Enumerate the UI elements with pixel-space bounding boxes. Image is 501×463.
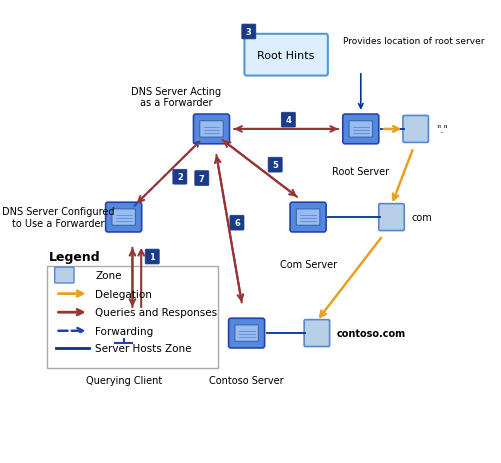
Text: 7: 7 (199, 174, 205, 183)
Text: Delegation: Delegation (95, 289, 152, 299)
Text: ".": "." (436, 125, 448, 135)
Text: Com Server: Com Server (280, 259, 337, 269)
FancyBboxPatch shape (153, 279, 167, 294)
Text: 3: 3 (246, 28, 252, 37)
FancyBboxPatch shape (145, 250, 159, 264)
Text: 1: 1 (149, 252, 155, 262)
Text: Queries and Responses: Queries and Responses (95, 307, 217, 318)
Text: 5: 5 (272, 161, 278, 170)
FancyBboxPatch shape (230, 216, 244, 231)
Text: DNS Server Configured
to Use a Forwarder: DNS Server Configured to Use a Forwarder (2, 207, 114, 228)
FancyBboxPatch shape (200, 121, 223, 138)
FancyBboxPatch shape (403, 116, 428, 143)
FancyBboxPatch shape (304, 320, 330, 347)
FancyBboxPatch shape (268, 158, 282, 173)
FancyBboxPatch shape (281, 113, 296, 128)
FancyBboxPatch shape (195, 171, 209, 186)
Text: 8: 8 (158, 282, 163, 291)
FancyBboxPatch shape (290, 203, 326, 232)
FancyBboxPatch shape (193, 115, 229, 144)
FancyBboxPatch shape (235, 325, 259, 342)
Text: com: com (412, 213, 432, 223)
FancyBboxPatch shape (55, 268, 74, 283)
FancyBboxPatch shape (104, 314, 143, 341)
FancyBboxPatch shape (111, 319, 137, 335)
FancyBboxPatch shape (349, 121, 373, 138)
FancyBboxPatch shape (228, 319, 265, 348)
FancyBboxPatch shape (244, 35, 328, 76)
FancyBboxPatch shape (112, 209, 135, 226)
Text: DNS Server Acting
as a Forwarder: DNS Server Acting as a Forwarder (131, 87, 221, 108)
Text: Contoso Server: Contoso Server (209, 375, 284, 385)
FancyBboxPatch shape (173, 170, 187, 185)
Text: 4: 4 (286, 116, 291, 125)
Text: Legend: Legend (49, 250, 101, 263)
Text: 6: 6 (234, 219, 240, 228)
FancyBboxPatch shape (343, 115, 379, 144)
FancyBboxPatch shape (242, 25, 256, 40)
Text: Zone: Zone (95, 270, 122, 281)
FancyBboxPatch shape (297, 209, 320, 226)
Text: Provides location of root server: Provides location of root server (343, 37, 485, 46)
Text: Root Server: Root Server (332, 167, 389, 177)
Text: 2: 2 (177, 173, 183, 182)
Text: Root Hints: Root Hints (258, 50, 315, 61)
FancyBboxPatch shape (106, 203, 142, 232)
Text: Forwarding: Forwarding (95, 326, 153, 336)
Text: Querying Client: Querying Client (86, 375, 162, 385)
FancyBboxPatch shape (379, 204, 404, 231)
Text: contoso.com: contoso.com (337, 328, 406, 338)
FancyBboxPatch shape (47, 266, 218, 368)
Text: Server Hosts Zone: Server Hosts Zone (95, 344, 191, 354)
